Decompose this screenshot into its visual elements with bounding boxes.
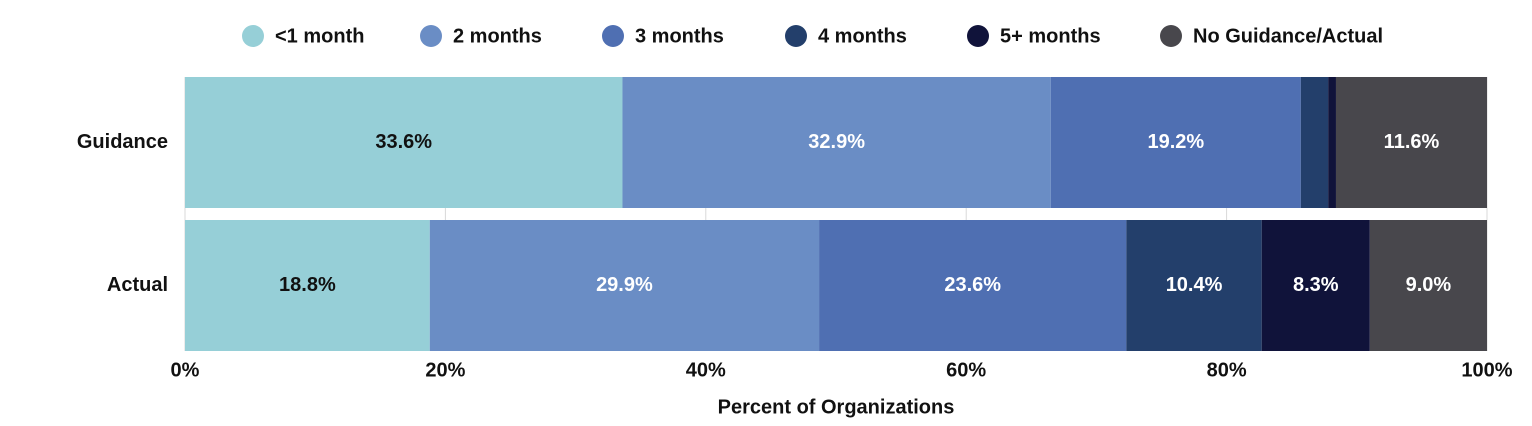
bar-segment [622, 77, 1051, 208]
bar-segment [1126, 220, 1262, 351]
legend-label: 5+ months [1000, 25, 1101, 47]
value-label: 11.6% [1384, 131, 1440, 153]
bar-segment [1328, 77, 1336, 208]
legend-marker [420, 25, 442, 47]
y-tick-label: Guidance [77, 131, 168, 153]
value-label: 10.4% [1166, 274, 1223, 296]
value-label: 19.2% [1147, 131, 1204, 153]
value-label: 33.6% [375, 131, 432, 153]
x-tick-label: 40% [686, 359, 726, 381]
value-label: 18.8% [279, 274, 336, 296]
value-label: 8.3% [1293, 274, 1339, 296]
value-label: 9.0% [1406, 274, 1452, 296]
bar-segment [185, 220, 430, 351]
x-tick-label: 100% [1461, 359, 1512, 381]
legend-marker [785, 25, 807, 47]
bar-segment [1050, 77, 1301, 208]
bar-segment [1369, 220, 1487, 351]
legend-label: No Guidance/Actual [1193, 25, 1383, 47]
bar-segment [1300, 77, 1329, 208]
bar-segment [1335, 77, 1487, 208]
bar-segment [185, 77, 623, 208]
y-tick-label: Actual [107, 274, 168, 296]
x-tick-label: 60% [946, 359, 986, 381]
legend-label: 4 months [818, 25, 907, 47]
x-tick-label: 0% [171, 359, 200, 381]
bar-segment [1261, 220, 1370, 351]
legend-marker [242, 25, 264, 47]
value-label: 23.6% [944, 274, 1001, 296]
legend-marker [602, 25, 624, 47]
legend-marker [967, 25, 989, 47]
x-tick-label: 20% [425, 359, 465, 381]
legend-label: 2 months [453, 25, 542, 47]
x-axis-title: Percent of Organizations [718, 396, 955, 418]
legend-label: <1 month [275, 25, 364, 47]
value-label: 29.9% [596, 274, 653, 296]
legend-marker [1160, 25, 1182, 47]
value-label: 32.9% [808, 131, 865, 153]
x-tick-label: 80% [1207, 359, 1247, 381]
legend-label: 3 months [635, 25, 724, 47]
bar-segment [429, 220, 820, 351]
bar-segment [819, 220, 1127, 351]
